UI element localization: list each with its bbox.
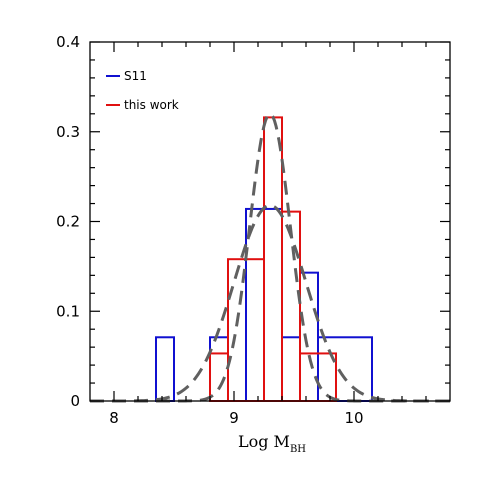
x-tick-label: 10 xyxy=(344,409,363,427)
legend: S11 this work xyxy=(106,69,179,112)
hist-bar-S11-2 xyxy=(209,336,229,402)
y-tick-label: 0 xyxy=(70,392,80,410)
axis-ticks xyxy=(90,41,450,402)
legend-label: S11 xyxy=(124,69,147,83)
y-tick-label: 0.3 xyxy=(56,123,80,141)
x-tick-label: 8 xyxy=(109,409,119,427)
hist-bar-S11-0 xyxy=(155,336,175,402)
x-axis-label-subscript: BH xyxy=(290,444,306,455)
plot-frame xyxy=(89,41,451,402)
y-tick-label: 0.4 xyxy=(56,33,80,51)
hist-bar-S11-5 xyxy=(281,336,301,402)
hist-bar-this-work-3 xyxy=(281,210,301,402)
gaussian-fit-curve-2 xyxy=(90,203,450,403)
x-axis-label: Log MBH xyxy=(238,432,306,455)
hist-bar-this-work-0 xyxy=(209,352,229,402)
axis-tick-labels: 8 9 10 0 0.1 0.2 0.3 0.4 xyxy=(56,33,363,427)
y-tick-label: 0.2 xyxy=(56,213,80,231)
x-tick-label: 9 xyxy=(229,409,239,427)
plot-marks xyxy=(90,112,450,403)
hist-bar-this-work-2 xyxy=(263,116,283,402)
legend-label: this work xyxy=(124,98,179,112)
x-axis-label-main: Log M xyxy=(238,432,290,451)
y-tick-label: 0.1 xyxy=(56,302,80,320)
hist-bar-S11-7 xyxy=(317,336,373,402)
gaussian-fit-curve-3 xyxy=(90,112,450,403)
